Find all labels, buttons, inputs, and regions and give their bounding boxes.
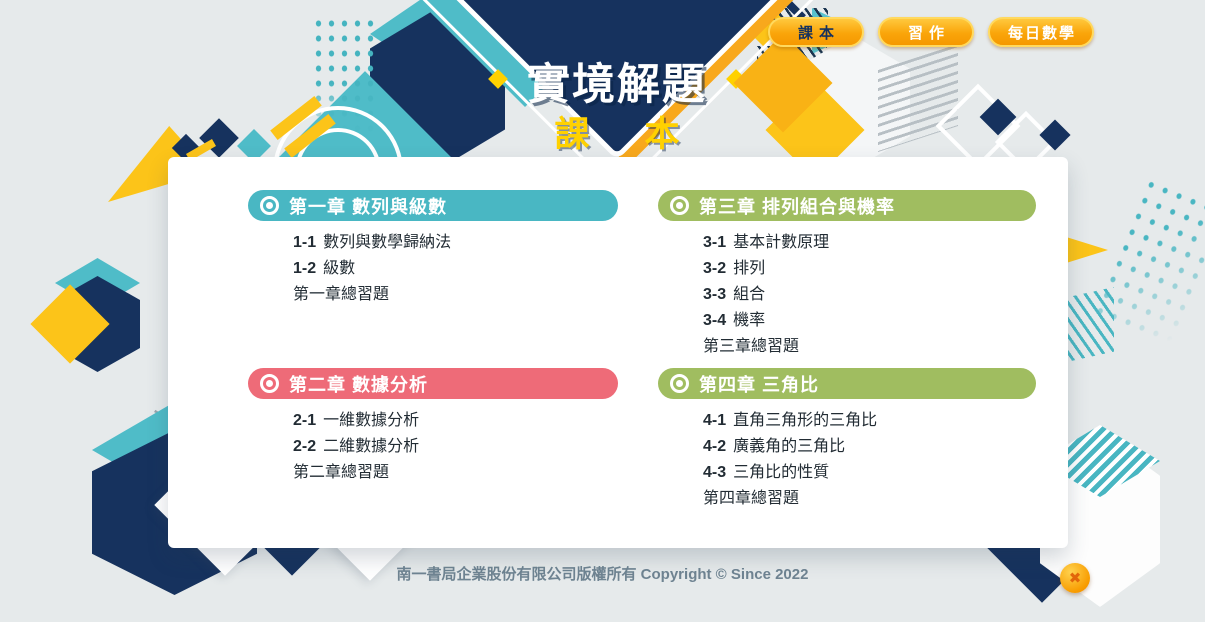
deco-teal-cube-top-left (55, 258, 140, 308)
lesson-number: 1-2 (293, 260, 317, 277)
logo-subtitle: 課本 (554, 115, 735, 154)
deco-navy-diamond-small-3 (979, 98, 1017, 136)
lesson-label: 直角三角形的三角比 (733, 412, 878, 429)
lesson-link[interactable]: 3-3 組合 (703, 282, 1036, 308)
deco-gray-hatch (878, 44, 958, 152)
lesson-number: 3-3 (703, 286, 727, 303)
lesson-number: 3-1 (703, 234, 727, 251)
deco-dots-right (1091, 174, 1205, 348)
copyright-text: 南一書局企業股份有限公司版權所有 Copyright © Since 2022 (396, 566, 809, 583)
lesson-label: 級數 (323, 260, 356, 277)
chapter-title: 第四章 三角比 (699, 374, 820, 395)
chapter-header[interactable]: 第四章 三角比 (658, 368, 1036, 399)
lesson-link[interactable]: 4-3 三角比的性質 (703, 460, 1036, 486)
target-icon (670, 374, 689, 393)
lesson-link[interactable]: 4-1 直角三角形的三角比 (703, 408, 1036, 434)
lesson-number: 3-2 (703, 260, 727, 277)
lesson-link[interactable]: 2-2 二維數據分析 (293, 434, 618, 460)
lesson-number: 3-4 (703, 312, 727, 329)
lesson-label: 三角比的性質 (733, 464, 830, 481)
lesson-link[interactable]: 第二章總習題 (293, 460, 618, 486)
chapter-section: 第一章 數列與級數 1-1 數列與數學歸納法 1-2 級數第一章總習題 (248, 190, 618, 368)
nav-button-textbook[interactable]: 課本 (768, 17, 864, 47)
top-nav: 課本 習作 每日數學 (768, 17, 1095, 47)
lesson-label: 組合 (733, 286, 766, 303)
deco-white-outline-diamond-1 (935, 83, 1021, 169)
deco-yellow-bar-2 (284, 114, 336, 158)
lesson-list: 3-1 基本計數原理 3-2 排列 3-3 組合 3-4 機率第三章總習題 (658, 230, 1036, 360)
nav-button-daily-math[interactable]: 每日數學 (988, 17, 1095, 47)
lesson-link[interactable]: 3-1 基本計數原理 (703, 230, 1036, 256)
lesson-link[interactable]: 2-1 一維數據分析 (293, 408, 618, 434)
chapter-card: 第一章 數列與級數 1-1 數列與數學歸納法 1-2 級數第一章總習題第二章 數據分析 2… (168, 157, 1068, 548)
lesson-number: 4-3 (703, 464, 727, 481)
close-button[interactable]: ✖ (1060, 563, 1090, 593)
chapter-header[interactable]: 第三章 排列組合與機率 (658, 190, 1036, 221)
lesson-number: 1-1 (293, 234, 317, 251)
lesson-number: 4-2 (703, 438, 727, 455)
lesson-number: 2-2 (293, 438, 317, 455)
deco-teal-stripes-right (1062, 287, 1114, 363)
lesson-label: 基本計數原理 (733, 234, 830, 251)
deco-navy-diamond-small-4 (1039, 119, 1071, 151)
nav-button-workbook[interactable]: 習作 (878, 17, 974, 47)
lesson-list: 2-1 一維數據分析 2-2 二維數據分析第二章總習題 (248, 408, 618, 486)
deco-navy-cube-left (55, 276, 140, 372)
deco-navy-diamond-small-1 (199, 118, 239, 158)
chapter-header[interactable]: 第二章 數據分析 (248, 368, 618, 399)
target-icon (260, 196, 279, 215)
target-icon (670, 196, 689, 215)
lesson-link[interactable]: 第一章總習題 (293, 282, 618, 308)
chapter-section: 第二章 數據分析 2-1 一維數據分析 2-2 二維數據分析第二章總習題 (248, 368, 618, 512)
lesson-label: 一維數據分析 (323, 412, 420, 429)
chapter-title: 第二章 數據分析 (289, 374, 429, 395)
target-icon (260, 374, 279, 393)
lesson-link[interactable]: 第三章總習題 (703, 334, 1036, 360)
deco-yellow-diamond-left (30, 284, 110, 364)
lesson-number: 4-1 (703, 412, 727, 429)
lesson-label: 第四章總習題 (703, 490, 800, 507)
lesson-label: 第一章總習題 (293, 286, 390, 303)
lesson-label: 第三章總習題 (703, 338, 800, 355)
lesson-link[interactable]: 1-2 級數 (293, 256, 618, 282)
lesson-link[interactable]: 3-2 排列 (703, 256, 1036, 282)
deco-yellow-bar-1 (270, 96, 322, 140)
logo-title: 實境解題 (527, 61, 707, 109)
lesson-label: 排列 (733, 260, 766, 277)
close-icon: ✖ (1068, 570, 1082, 587)
lesson-list: 4-1 直角三角形的三角比 4-2 廣義角的三角比 4-3 三角比的性質第四章總習題 (658, 408, 1036, 512)
chapter-section: 第三章 排列組合與機率 3-1 基本計數原理 3-2 排列 3-3 組合 3-4 機率第三章總習… (658, 190, 1036, 368)
chapter-title: 第一章 數列與級數 (289, 196, 448, 217)
lesson-number: 2-1 (293, 412, 317, 429)
lesson-list: 1-1 數列與數學歸納法 1-2 級數第一章總習題 (248, 230, 618, 308)
lesson-link[interactable]: 4-2 廣義角的三角比 (703, 434, 1036, 460)
deco-white-cube (795, 35, 910, 170)
lesson-link[interactable]: 1-1 數列與數學歸納法 (293, 230, 618, 256)
lesson-label: 第二章總習題 (293, 464, 390, 481)
chapter-section: 第四章 三角比 4-1 直角三角形的三角比 4-2 廣義角的三角比 4-3 三角比的性質第四… (658, 368, 1036, 512)
lesson-link[interactable]: 3-4 機率 (703, 308, 1036, 334)
chapter-header[interactable]: 第一章 數列與級數 (248, 190, 618, 221)
lesson-label: 二維數據分析 (323, 438, 420, 455)
lesson-label: 廣義角的三角比 (733, 438, 846, 455)
lesson-label: 機率 (733, 312, 766, 329)
chapter-title: 第三章 排列組合與機率 (699, 196, 895, 217)
chapters-grid: 第一章 數列與級數 1-1 數列與數學歸納法 1-2 級數第一章總習題第二章 數據分析 2… (248, 190, 1036, 512)
deco-yellow-arrow-right (1063, 236, 1108, 264)
deco-dots-left (312, 16, 374, 138)
lesson-label: 數列與數學歸納法 (323, 234, 452, 251)
lesson-link[interactable]: 第四章總習題 (703, 486, 1036, 512)
